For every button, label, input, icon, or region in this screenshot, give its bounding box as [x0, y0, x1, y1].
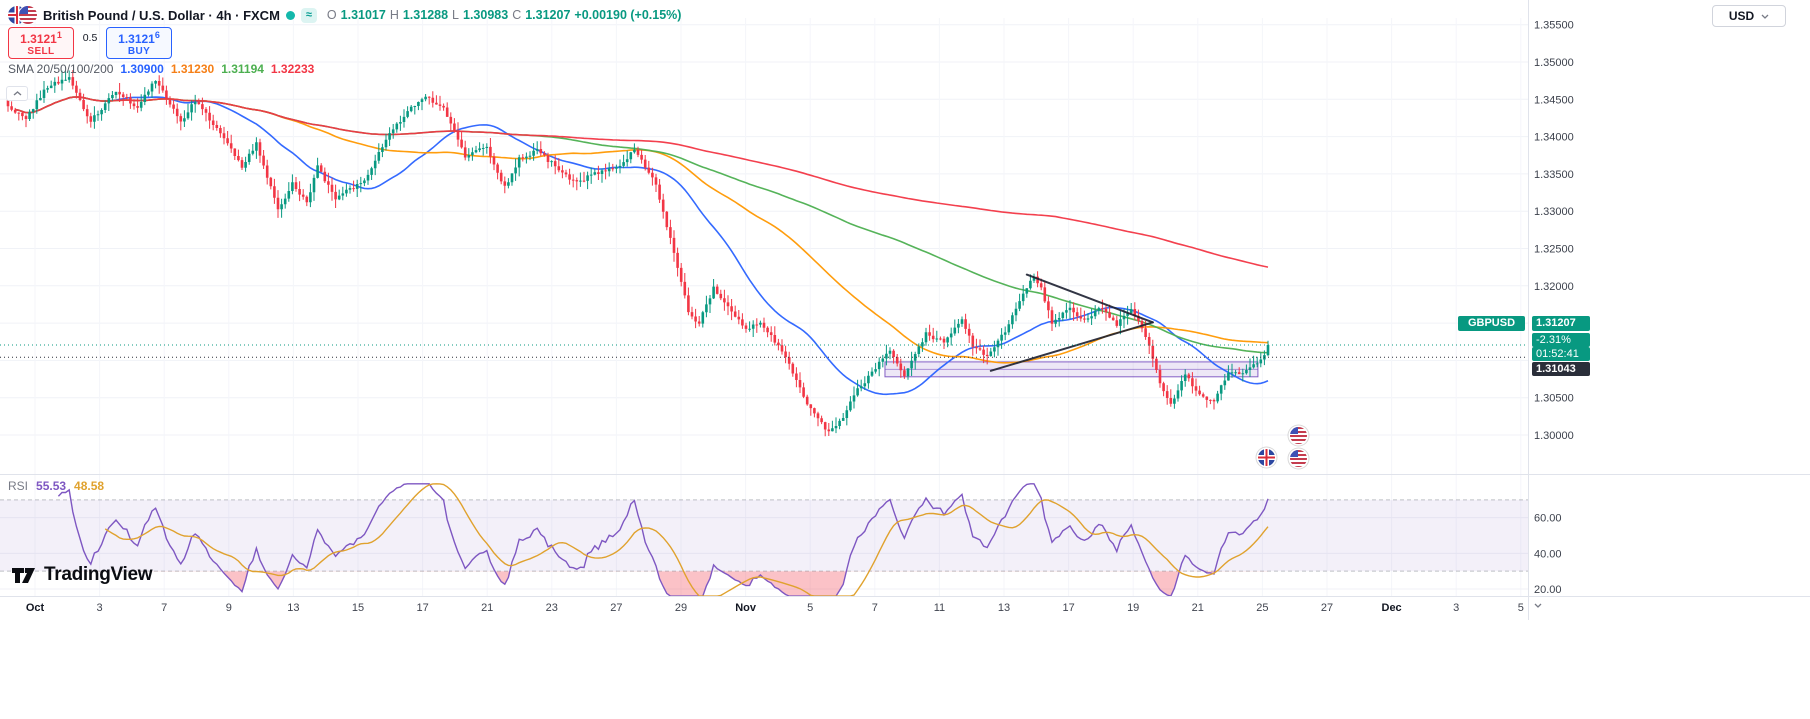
svg-text:1.33500: 1.33500	[1534, 169, 1574, 181]
buy-button[interactable]: 1.31216 BUY	[106, 27, 172, 59]
close-label: C	[512, 8, 522, 22]
svg-text:13: 13	[998, 602, 1010, 614]
close-value: 1.31207	[525, 8, 571, 22]
svg-text:27: 27	[1321, 602, 1333, 614]
gb-economic-event-icon[interactable]	[1258, 449, 1275, 466]
currency-value: USD	[1728, 9, 1755, 23]
buy-label: BUY	[127, 45, 151, 57]
tradingview-wordmark: TradingView	[44, 563, 153, 585]
symbol-price-chip[interactable]: GBPUSD	[1458, 316, 1525, 331]
svg-text:1.34500: 1.34500	[1534, 94, 1574, 106]
market-status-dot-icon[interactable]	[285, 10, 295, 20]
chevron-down-icon	[1761, 14, 1769, 19]
sma200-value: 1.32233	[270, 62, 315, 76]
last-price-badge[interactable]: 1.31207	[1532, 316, 1590, 331]
svg-text:Dec: Dec	[1382, 602, 1402, 614]
svg-text:3: 3	[97, 602, 103, 614]
svg-text:7: 7	[872, 602, 878, 614]
svg-text:1.34000: 1.34000	[1534, 132, 1574, 144]
svg-text:11: 11	[934, 602, 945, 614]
ohlc-values: O 1.31017 H 1.31288 L 1.30983 C 1.31207 +0.0…	[327, 8, 682, 22]
sma-label: SMA 20/50/100/200	[8, 62, 114, 76]
buy-sell-widget: 1.31211 SELL 0.5 1.31216 BUY	[8, 27, 172, 59]
svg-text:1.35000: 1.35000	[1534, 57, 1574, 69]
svg-text:40.00: 40.00	[1534, 548, 1562, 560]
svg-text:1.30000: 1.30000	[1534, 430, 1574, 442]
chevron-up-icon	[13, 91, 21, 96]
svg-text:5: 5	[807, 602, 813, 614]
rsi-band	[0, 499, 1528, 572]
svg-text:27: 27	[610, 602, 622, 614]
tradingview-logo[interactable]: TradingView	[10, 561, 153, 588]
svg-text:Nov: Nov	[735, 602, 757, 614]
sell-label: SELL	[27, 45, 55, 57]
triangle-trendlines[interactable]	[989, 273, 1154, 372]
svg-text:19: 19	[1127, 602, 1139, 614]
svg-text:21: 21	[1192, 602, 1204, 614]
symbol-legend: British Pound / U.S. Dollar · 4h · FXCM …	[8, 6, 681, 24]
open-value: 1.31017	[340, 8, 386, 22]
rsi-value: 55.53	[36, 479, 67, 493]
us-economic-event-icon[interactable]	[1290, 427, 1307, 444]
high-label: H	[389, 8, 399, 22]
rsi-legend[interactable]: RSI 55.53 48.58	[8, 479, 104, 493]
support-zone-rectangle[interactable]	[884, 361, 1259, 378]
svg-text:20.00: 20.00	[1534, 584, 1562, 596]
svg-text:21: 21	[481, 602, 493, 614]
sma100-value: 1.31194	[221, 62, 264, 76]
svg-text:1.32000: 1.32000	[1534, 281, 1574, 293]
svg-text:25: 25	[1256, 602, 1268, 614]
symbol-title[interactable]: British Pound / U.S. Dollar · 4h · FXCM	[43, 7, 280, 23]
low-value: 1.30983	[463, 8, 509, 22]
change-value: +0.00190 (+0.15%)	[574, 8, 682, 22]
svg-text:9: 9	[226, 602, 232, 614]
delayed-data-icon[interactable]: ≈	[300, 7, 317, 23]
svg-text:60.00: 60.00	[1534, 513, 1562, 525]
svg-text:23: 23	[546, 602, 558, 614]
low-label: L	[452, 8, 459, 22]
time-axis-chevron-icon[interactable]	[1534, 599, 1542, 611]
svg-text:1.33000: 1.33000	[1534, 206, 1574, 218]
svg-text:Oct: Oct	[26, 602, 45, 614]
symbol-pair-flags-icon	[8, 6, 37, 24]
svg-text:13: 13	[287, 602, 299, 614]
svg-text:17: 17	[1062, 602, 1074, 614]
svg-text:1.30500: 1.30500	[1534, 393, 1574, 405]
svg-text:15: 15	[352, 602, 364, 614]
svg-text:29: 29	[675, 602, 687, 614]
us-economic-event-icon[interactable]	[1290, 450, 1307, 467]
price-level-lines	[0, 344, 1528, 358]
currency-dropdown[interactable]: USD	[1712, 5, 1786, 27]
rsi-label: RSI	[8, 479, 29, 493]
sma20-value: 1.30900	[120, 62, 164, 76]
spread-value: 0.5	[82, 32, 98, 44]
high-value: 1.31288	[402, 8, 449, 22]
change-pct-badge: -2.31%	[1532, 333, 1590, 347]
collapse-pane-button[interactable]	[6, 86, 28, 101]
sell-price: 1.31211	[20, 29, 62, 46]
svg-text:5: 5	[1518, 602, 1524, 614]
open-label: O	[326, 8, 337, 22]
sma50-value: 1.31230	[170, 62, 215, 76]
price-level-badge[interactable]: 1.31043	[1532, 362, 1590, 376]
tradingview-mark-icon	[12, 568, 35, 583]
rsi-plot	[57, 483, 1269, 597]
sma-lines	[15, 96, 1269, 396]
svg-text:1.32500: 1.32500	[1534, 244, 1574, 256]
pane-separators	[0, 0, 1810, 620]
sma-legend[interactable]: SMA 20/50/100/200 1.30900 1.31230 1.3119…	[8, 62, 314, 76]
svg-text:17: 17	[416, 602, 428, 614]
svg-text:7: 7	[161, 602, 167, 614]
rsi-ma-value: 48.58	[74, 479, 105, 493]
us-flag-icon	[19, 6, 37, 24]
bar-countdown-badge: 01:52:41	[1532, 347, 1590, 361]
candlesticks	[6, 70, 1270, 437]
axis-labels[interactable]: 1.35500 1.35000 1.34500 1.34000 1.33500 1.330…	[26, 20, 1574, 614]
buy-price: 1.31216	[118, 29, 160, 46]
svg-text:1.35500: 1.35500	[1534, 20, 1574, 32]
sell-button[interactable]: 1.31211 SELL	[8, 27, 74, 59]
svg-text:3: 3	[1453, 602, 1459, 614]
